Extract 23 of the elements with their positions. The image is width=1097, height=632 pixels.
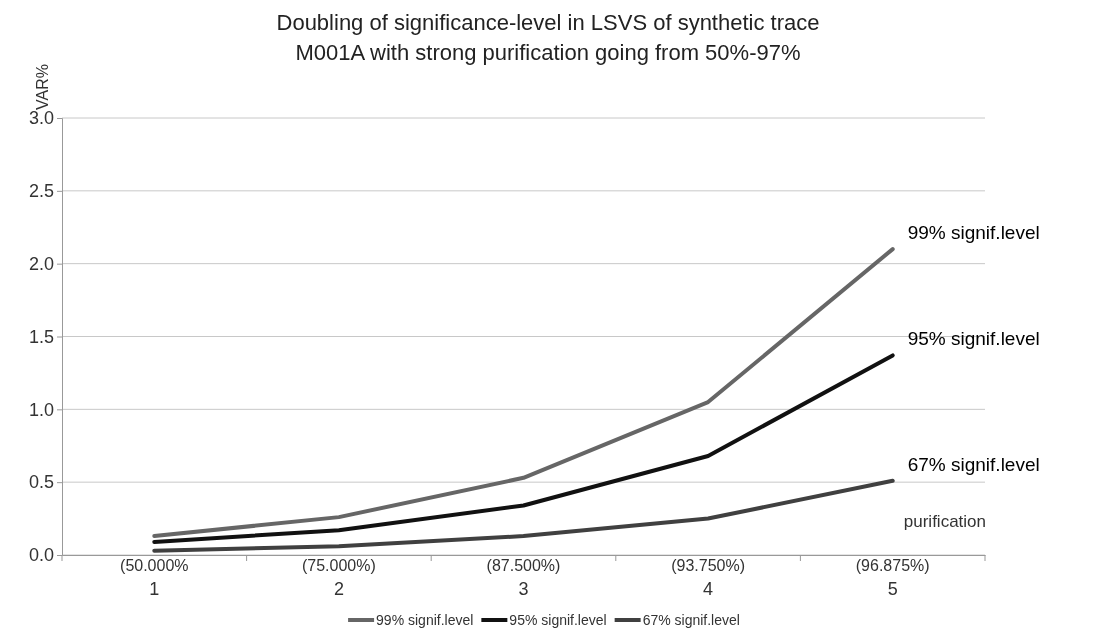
y-axis-title: VAR% xyxy=(34,64,51,110)
x-tick-label: (93.750%) 4 xyxy=(671,557,746,599)
x-tick-label: (87.500%) 3 xyxy=(486,557,561,599)
y-tick-label: 2.5 xyxy=(28,181,54,202)
line-series xyxy=(152,478,895,553)
line-series xyxy=(152,353,895,544)
line-series xyxy=(152,247,895,539)
x-tick-label: (50.000% 1 xyxy=(120,557,189,599)
text: 95% signif.level xyxy=(907,328,1040,350)
legend-label: 95% signif.level xyxy=(509,612,607,628)
x-tick-label: (96.875%) 5 xyxy=(855,557,930,599)
y-tick-label: 1.5 xyxy=(28,326,54,347)
y-tick-label: 0.5 xyxy=(28,472,54,493)
legend-label: 99% signif.level xyxy=(376,612,474,628)
text: 99% signif.level xyxy=(907,222,1040,244)
text: 67% signif.level xyxy=(907,453,1040,475)
legend-label: 67% signif.level xyxy=(642,612,740,628)
y-tick-label: 0.0 xyxy=(28,545,54,566)
chart-title: Doubling of significance-level in LSVS of synthetic trace M001A with strong purification going from 50%-97% xyxy=(276,10,820,65)
y-tick-label: 2.0 xyxy=(28,253,54,274)
x-axis-title: purification xyxy=(903,512,986,531)
y-tick-label: 1.0 xyxy=(28,399,54,420)
x-tick-label: (75.000%) 2 xyxy=(301,557,376,599)
